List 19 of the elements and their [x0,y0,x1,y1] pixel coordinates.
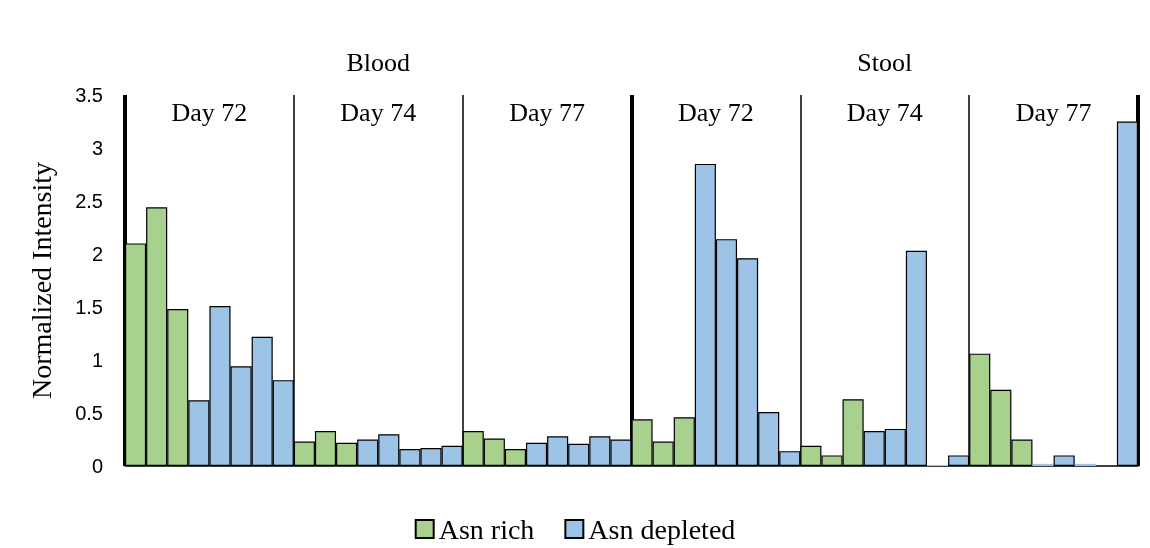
legend-label: Asn depleted [588,513,736,545]
y-tick-label: 0 [91,455,103,477]
y-tick-label: 1.5 [75,296,103,318]
annotation: Day 72 [678,97,754,127]
y-tick-label: 1 [91,349,103,371]
y-tick-label: 2.5 [75,190,103,212]
text: Stool [857,47,913,77]
annotation: Day 77 [1015,97,1092,127]
y-tick-label: 3 [91,137,103,159]
annotation: Day 72 [171,97,248,127]
y-tick-label: 2 [91,243,103,265]
annotation: Day 77 [509,97,585,127]
legend-label: Asn rich [438,513,535,545]
y-tick-label: 0.5 [75,402,103,424]
y-tick-label: 3.5 [75,84,103,106]
annotation: Day 74 [340,97,417,127]
y-axis-title: Normalized Intensity [25,161,57,400]
text: Blood [346,47,411,77]
annotation: Day 74 [846,97,923,127]
